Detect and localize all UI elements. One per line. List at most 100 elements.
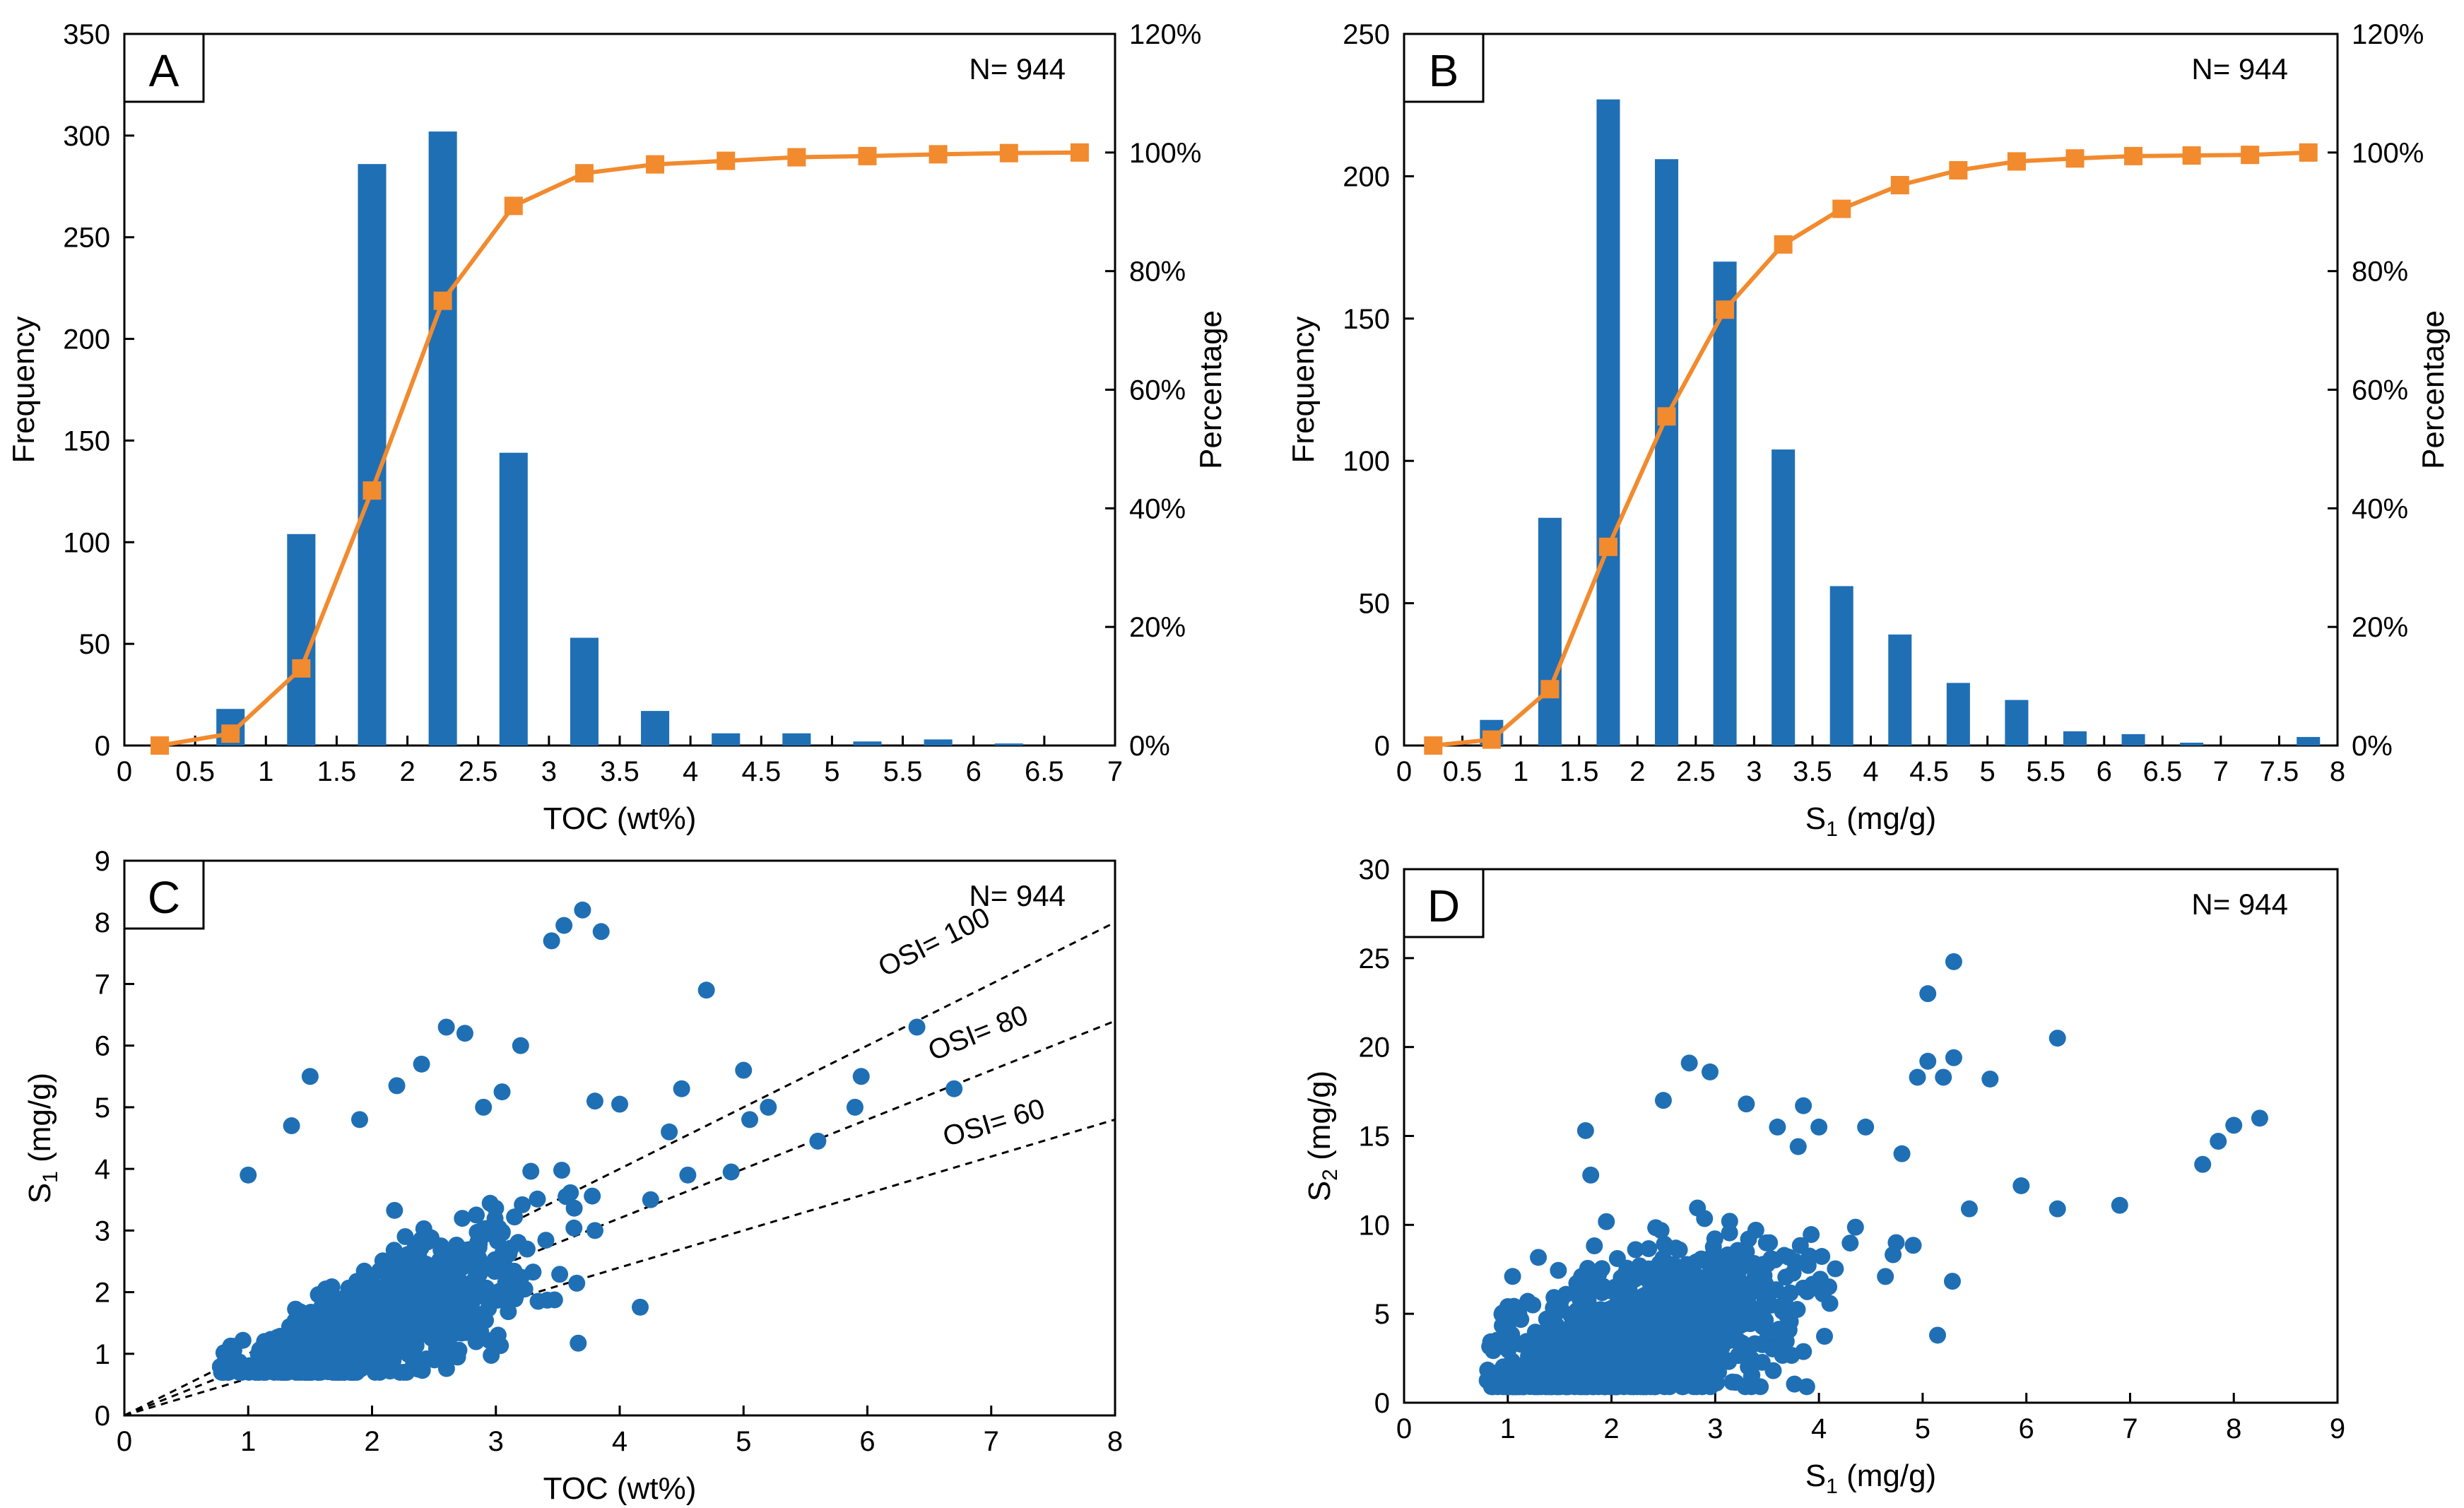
scatter-point <box>2012 1177 2030 1194</box>
scatter-point <box>611 1095 628 1113</box>
scatter-point <box>584 1187 601 1205</box>
scatter-point <box>1545 1289 1563 1307</box>
scatter-point <box>1746 1335 1764 1353</box>
y-tick-label: 100 <box>1343 446 1390 477</box>
histogram-bar <box>1772 449 1796 746</box>
scatter-point <box>1981 1070 1999 1088</box>
scatter-point <box>2111 1196 2128 1214</box>
y-tick-label: 350 <box>63 19 110 50</box>
scatter-point <box>1647 1219 1665 1237</box>
scatter-point <box>509 1234 527 1251</box>
x-tick-label: 6 <box>966 756 982 787</box>
scatter-point <box>1740 1299 1758 1316</box>
cumulative-marker <box>504 196 523 216</box>
scatter-point <box>642 1191 659 1208</box>
scatter-point <box>1604 1358 1622 1376</box>
scatter-point <box>529 1190 546 1208</box>
cumulative-marker <box>151 736 170 755</box>
x-tick-label: 5.5 <box>2026 756 2065 787</box>
panel-b-histogram-s1: 0 0.5 1 1.5 2 2.5 3 3.5 4 4.5 5 5.5 6 6.5 7 7.5 8 0 50 100 1… <box>1286 19 2451 841</box>
scatter-point <box>481 1332 498 1350</box>
scatter-point <box>741 1111 759 1129</box>
scatter-point <box>352 1319 370 1336</box>
scatter-point <box>467 1333 485 1350</box>
scatter-point <box>451 1249 468 1266</box>
scatter-point <box>1597 1378 1615 1396</box>
x-tick-label: 0 <box>117 1426 132 1457</box>
x-tick-label: 3 <box>488 1426 504 1457</box>
y2-tick-label: 40% <box>1129 493 1186 524</box>
scatter-point <box>410 1307 428 1325</box>
scatter-point <box>1678 1256 1696 1273</box>
scatter-point <box>330 1357 348 1374</box>
x-axis-label: TOC (wt%) <box>543 801 697 836</box>
cumulative-marker <box>2124 146 2143 165</box>
scatter-point <box>1846 1218 1864 1236</box>
histogram-bar <box>924 739 953 746</box>
scatter-point <box>574 901 591 919</box>
scatter-point <box>1673 1282 1690 1300</box>
x-tick-label: 5 <box>736 1426 751 1457</box>
scatter-point <box>1566 1309 1584 1326</box>
scatter-point <box>1582 1166 1600 1184</box>
x-tick-label: 2.5 <box>459 756 498 787</box>
scatter-point <box>500 1245 518 1263</box>
y2-tick-label: 0% <box>1129 731 1170 762</box>
scatter-point <box>388 1077 406 1095</box>
scatter-point <box>487 1199 505 1217</box>
scatter-point <box>389 1276 406 1293</box>
scatter-point <box>329 1331 346 1349</box>
cumulative-marker <box>574 164 594 183</box>
scatter-point <box>592 923 610 941</box>
x-tick-label: 5 <box>1915 1413 1930 1444</box>
panel-label-box <box>123 859 205 930</box>
scatter-point <box>1746 1268 1764 1285</box>
scatter-point <box>735 1061 753 1079</box>
scatter-point <box>2049 1030 2066 1047</box>
scatter-point <box>1945 1049 1962 1066</box>
y2-tick-label: 80% <box>1129 257 1186 288</box>
scatter-point <box>722 1163 740 1181</box>
x-tick-label: 3.5 <box>600 756 639 787</box>
y-tick-label: 10 <box>1359 1210 1391 1241</box>
y2-tick-label: 20% <box>1129 612 1186 643</box>
scatter-point <box>1893 1145 1911 1162</box>
scatter-point <box>355 1262 373 1280</box>
scatter-point <box>450 1341 468 1359</box>
histogram-bar <box>1538 517 1562 746</box>
scatter-point <box>852 1068 870 1085</box>
x-tick-label: 0 <box>117 756 132 787</box>
scatter-point <box>1745 1282 1763 1300</box>
y-tick-label: 50 <box>1359 589 1391 620</box>
y2-tick-label: 0% <box>2352 731 2393 762</box>
y2-axis-label: Percentage <box>1193 310 1228 469</box>
scatter-point <box>945 1080 963 1097</box>
y-tick-label: 8 <box>95 907 110 938</box>
histogram-bar <box>1888 634 1912 746</box>
scatter-point <box>1518 1333 1535 1350</box>
x-tick-label: 7 <box>2213 756 2229 787</box>
scatter-point <box>1877 1268 1894 1285</box>
x-tick-label: 2 <box>364 1426 379 1457</box>
scatter-point <box>430 1321 448 1339</box>
scatter-point <box>428 1334 446 1352</box>
panel-label-box <box>123 33 205 103</box>
scatter-point <box>551 1266 569 1283</box>
scatter-point <box>1654 1092 1672 1109</box>
scatter-point <box>1755 1296 1772 1314</box>
cumulative-marker <box>1482 730 1501 749</box>
scatter-point <box>1827 1260 1844 1278</box>
scatter-point <box>553 1162 570 1179</box>
scatter-point <box>1610 1342 1627 1360</box>
scatter-point <box>1576 1121 1594 1139</box>
scatter-point <box>558 1188 575 1206</box>
cumulative-marker <box>1657 407 1676 426</box>
y-tick-label: 7 <box>95 969 110 1000</box>
y-tick-label: 30 <box>1359 854 1391 885</box>
plot-frame <box>123 33 1116 747</box>
x-tick-label: 4.5 <box>1909 756 1949 787</box>
histogram-bar <box>782 733 811 746</box>
scatter-point <box>586 1222 603 1239</box>
scatter-point <box>1670 1241 1688 1259</box>
